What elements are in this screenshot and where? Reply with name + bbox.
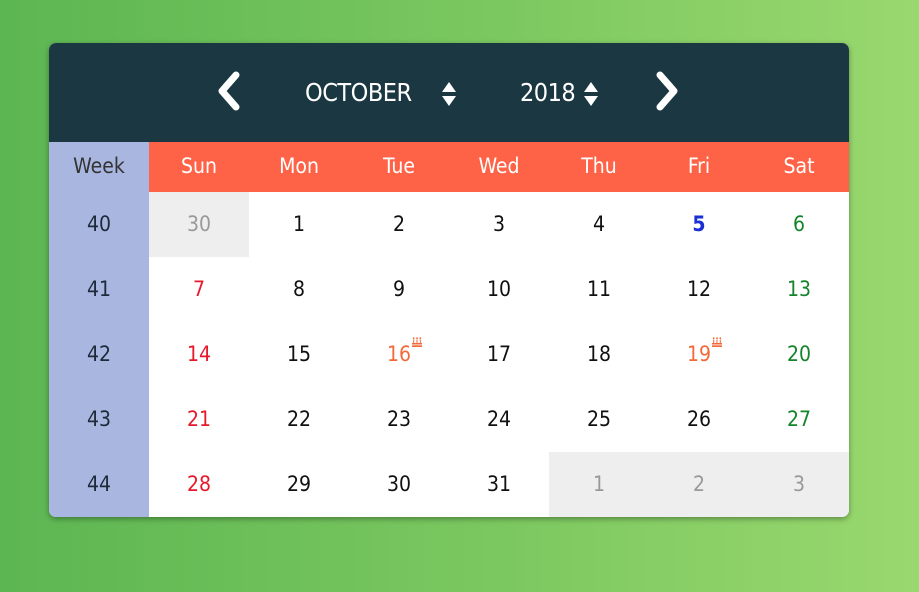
day-cell[interactable]: 11 (549, 257, 649, 322)
day-cell[interactable]: 12 (649, 257, 749, 322)
day-cell[interactable]: 21 (149, 387, 249, 452)
day-cell[interactable]: 24 (449, 387, 549, 452)
day-number: 3 (492, 212, 506, 236)
day-cell[interactable]: 1 (249, 192, 349, 257)
month-label[interactable]: OCTOBER (305, 78, 412, 107)
day-cell[interactable]: 3 (449, 192, 549, 257)
day-cell[interactable]: 27 (749, 387, 849, 452)
day-cell[interactable]: 17 (449, 322, 549, 387)
up-down-arrows-icon (584, 82, 598, 106)
week-number: 41 (86, 277, 112, 301)
weekday-label-mon: Mon (249, 142, 349, 192)
calendar: OCTOBER 2018 Week Sun Mon Tue Wed Thu Fri Sat … (49, 43, 849, 517)
day-number: 25 (586, 407, 612, 431)
month-spinner[interactable] (441, 81, 457, 107)
day-number: 19 (686, 342, 712, 366)
up-down-arrows-icon (442, 82, 456, 106)
day-number: 1 (292, 212, 306, 236)
day-cell[interactable]: 10 (449, 257, 549, 322)
day-cell[interactable]: 7 (149, 257, 249, 322)
day-number: 9 (392, 277, 406, 301)
day-number: 2 (392, 212, 406, 236)
day-number: 6 (792, 212, 806, 236)
day-cell[interactable]: 28 (149, 452, 249, 517)
day-cell-other-month[interactable]: 1 (549, 452, 649, 517)
day-cell-other-month[interactable]: 30 (149, 192, 249, 257)
day-cell-other-month[interactable]: 3 (749, 452, 849, 517)
day-number: 10 (486, 277, 512, 301)
week-number-column (49, 192, 149, 517)
day-cell[interactable]: 23 (349, 387, 449, 452)
day-number: 22 (286, 407, 312, 431)
day-cell[interactable]: 14 (149, 322, 249, 387)
day-number: 7 (192, 277, 206, 301)
day-cell[interactable]: 8 (249, 257, 349, 322)
weekday-label-fri: Fri (649, 142, 749, 192)
day-number: 11 (586, 277, 612, 301)
day-number: 26 (686, 407, 712, 431)
day-number: 20 (786, 342, 812, 366)
prev-month-button[interactable] (209, 69, 249, 113)
calendar-header: OCTOBER 2018 (49, 43, 849, 142)
day-number: 17 (486, 342, 512, 366)
weekday-label-sun: Sun (149, 142, 249, 192)
day-number: 24 (486, 407, 512, 431)
year-label[interactable]: 2018 (520, 78, 576, 107)
week-number: 42 (86, 342, 112, 366)
day-number: 2 (692, 472, 706, 496)
day-cell[interactable]: 9 (349, 257, 449, 322)
day-number: 13 (786, 277, 812, 301)
day-number: 28 (186, 472, 212, 496)
chevron-left-icon (218, 71, 240, 111)
day-cell[interactable]: 18 (549, 322, 649, 387)
day-number: 30 (386, 472, 412, 496)
day-number: 29 (286, 472, 312, 496)
day-cell-today[interactable]: 5 (649, 192, 749, 257)
year-spinner[interactable] (583, 81, 599, 107)
day-cell[interactable]: 16 (349, 322, 449, 387)
day-cell[interactable]: 30 (349, 452, 449, 517)
day-number: 30 (186, 212, 212, 236)
week-number: 43 (86, 407, 112, 431)
day-cell[interactable]: 15 (249, 322, 349, 387)
day-cell[interactable]: 25 (549, 387, 649, 452)
day-cell-other-month[interactable]: 2 (649, 452, 749, 517)
day-number: 14 (186, 342, 212, 366)
day-number: 8 (292, 277, 306, 301)
day-number: 5 (692, 212, 706, 236)
day-number: 3 (792, 472, 806, 496)
weekday-label-thu: Thu (549, 142, 649, 192)
day-cell[interactable]: 31 (449, 452, 549, 517)
week-number: 44 (86, 472, 112, 496)
day-cell[interactable]: 13 (749, 257, 849, 322)
day-cell[interactable]: 29 (249, 452, 349, 517)
day-cell[interactable]: 20 (749, 322, 849, 387)
day-cell[interactable]: 2 (349, 192, 449, 257)
next-month-button[interactable] (647, 69, 687, 113)
day-cell[interactable]: 22 (249, 387, 349, 452)
weekday-label-tue: Tue (349, 142, 449, 192)
day-number: 27 (786, 407, 812, 431)
birthday-cake-icon (712, 337, 722, 347)
day-cell[interactable]: 19 (649, 322, 749, 387)
day-number: 15 (286, 342, 312, 366)
day-number: 21 (186, 407, 212, 431)
day-number: 1 (592, 472, 606, 496)
day-number: 18 (586, 342, 612, 366)
week-column-header: Week (49, 142, 149, 193)
day-number: 12 (686, 277, 712, 301)
day-number: 16 (386, 342, 412, 366)
day-number: 31 (486, 472, 512, 496)
day-cell[interactable]: 6 (749, 192, 849, 257)
day-cell[interactable]: 26 (649, 387, 749, 452)
weekday-header-row: Week Sun Mon Tue Wed Thu Fri Sat (49, 142, 849, 193)
day-number: 4 (592, 212, 606, 236)
weekday-label-wed: Wed (449, 142, 549, 192)
weekday-label-sat: Sat (749, 142, 849, 192)
birthday-cake-icon (412, 337, 422, 347)
chevron-right-icon (656, 71, 678, 111)
day-cell[interactable]: 4 (549, 192, 649, 257)
day-number: 23 (386, 407, 412, 431)
week-number: 40 (86, 212, 112, 236)
